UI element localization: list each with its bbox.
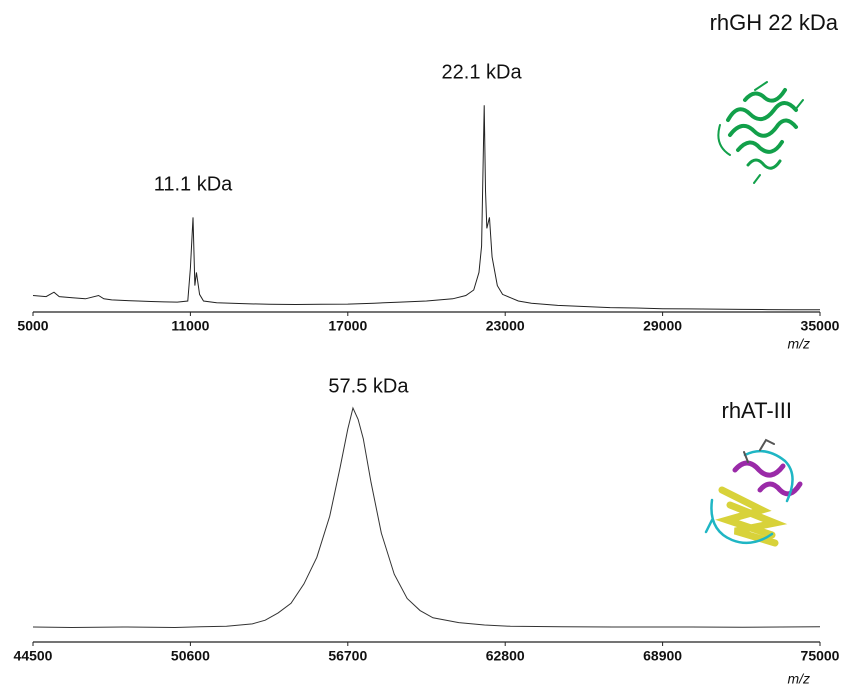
x-tick-label: 50600 — [171, 648, 210, 664]
protein-icon — [717, 81, 804, 184]
peak-annotation: 11.1 kDa — [154, 174, 233, 196]
spectrum-line — [32, 406, 821, 628]
x-tick-label: 62800 — [486, 648, 525, 664]
x-tick-label: 56700 — [328, 648, 367, 664]
spectrum-line — [32, 105, 820, 311]
chart-title: rhAT-III — [722, 398, 793, 423]
x-tick-label: 44500 — [14, 648, 53, 664]
peak-annotation: 57.5 kDa — [328, 376, 409, 398]
x-axis-label: m/z — [787, 671, 810, 687]
x-tick-label: 23000 — [486, 318, 525, 334]
x-axis-label: m/z — [787, 336, 810, 352]
x-tick-label: 35000 — [801, 318, 840, 334]
x-tick-label: 75000 — [801, 648, 840, 664]
x-tick-label: 11000 — [171, 318, 209, 334]
x-tick-label: 29000 — [643, 318, 682, 334]
x-tick-label: 68900 — [643, 648, 682, 664]
x-tick-label: 17000 — [328, 318, 367, 334]
protein-icon — [704, 438, 803, 547]
x-tick-label: 5000 — [17, 318, 48, 334]
chart-title: rhGH 22 kDa — [710, 10, 839, 35]
peak-annotation: 22.1 kDa — [442, 61, 523, 83]
